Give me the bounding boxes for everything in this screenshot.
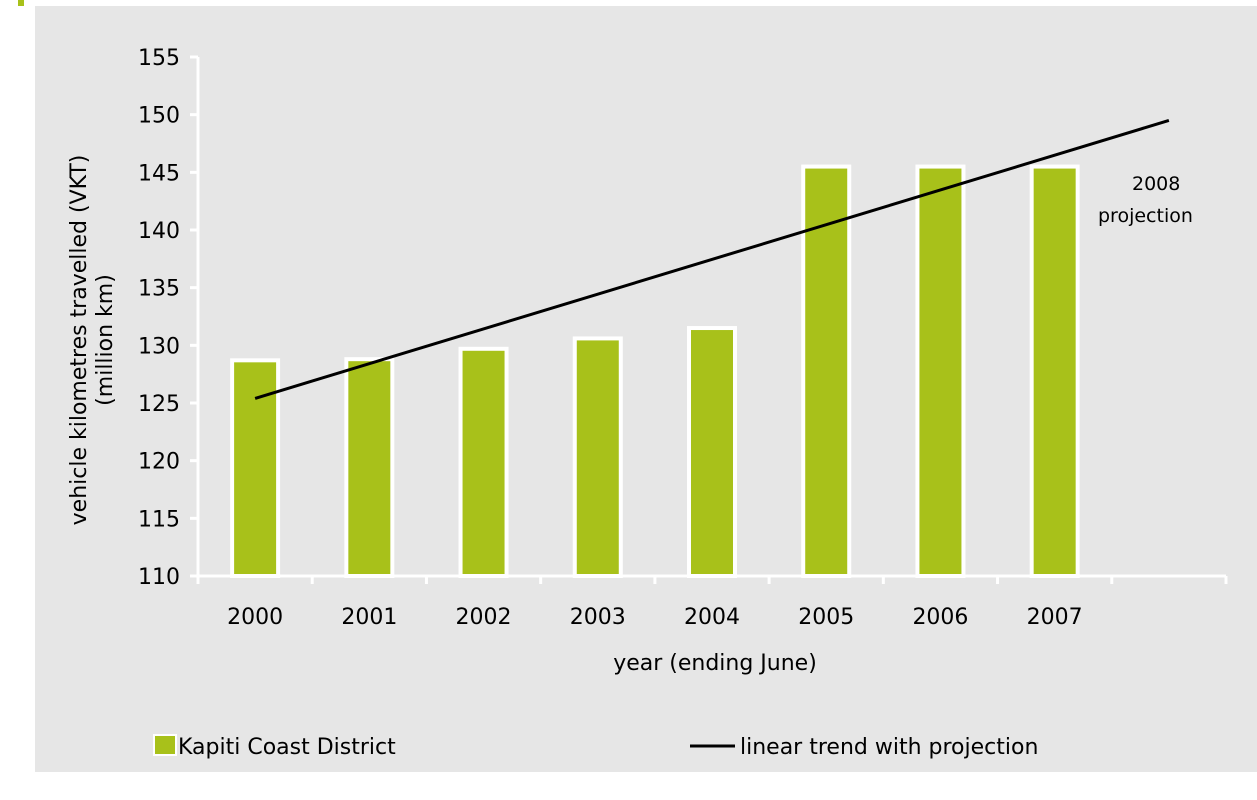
x-tick-label: 2006 (912, 605, 968, 630)
bar-2000 (230, 358, 281, 578)
y-tick-label: 125 (138, 392, 180, 417)
y-axis-title-line-1: vehicle kilometres travelled (VKT) (67, 155, 92, 526)
bar-2007 (1029, 164, 1080, 578)
legend: Kapiti Coast District linear trend with … (153, 734, 1038, 760)
y-axis-title-group: vehicle kilometres travelled (VKT) (mill… (67, 155, 118, 526)
bar-2002 (458, 346, 509, 578)
y-tick-label: 120 (138, 450, 180, 475)
x-axis-title: year (ending June) (613, 651, 817, 676)
bars-layer (230, 164, 1080, 578)
x-tick-label: 2005 (798, 605, 854, 630)
legend-label-bars: Kapiti Coast District (178, 735, 396, 760)
x-tick-label: 2007 (1027, 605, 1083, 630)
projection-annotation-line-2: projection (1098, 205, 1193, 227)
y-tick-label: 155 (138, 46, 180, 71)
x-tick-label: 2002 (456, 605, 512, 630)
projection-annotation-line-1: 2008 (1132, 173, 1180, 195)
bar-2003 (572, 336, 623, 578)
y-tick-label: 150 (138, 104, 180, 129)
trend-line (254, 118, 1170, 400)
y-axis-title-line-2: (million km) (93, 274, 118, 406)
y-tick-label: 140 (138, 219, 180, 244)
y-tick-label: 135 (138, 277, 180, 302)
bar-2005 (801, 164, 852, 578)
legend-label-line: linear trend with projection (740, 735, 1038, 760)
legend-swatch-bars (153, 734, 177, 756)
x-tick-label: 2004 (684, 605, 740, 630)
x-ticks: 2000 2001 2002 2003 2004 2005 2006 2007 (196, 576, 1228, 630)
x-tick-label: 2003 (570, 605, 626, 630)
projection-annotation: 2008 projection (1098, 173, 1193, 227)
accent-mark (18, 0, 24, 6)
y-tick-label: 130 (138, 334, 180, 359)
y-tick-label: 145 (138, 161, 180, 186)
y-tick-label: 110 (138, 565, 180, 590)
bar-2004 (687, 326, 737, 578)
bar-2001 (344, 357, 395, 578)
x-tick-label: 2001 (341, 605, 397, 630)
y-tick-label: 115 (138, 507, 180, 532)
bar-2006 (915, 164, 966, 578)
y-ticks: 110 115 120 125 130 135 140 145 150 155 (138, 46, 198, 590)
x-tick-label: 2000 (227, 605, 283, 630)
